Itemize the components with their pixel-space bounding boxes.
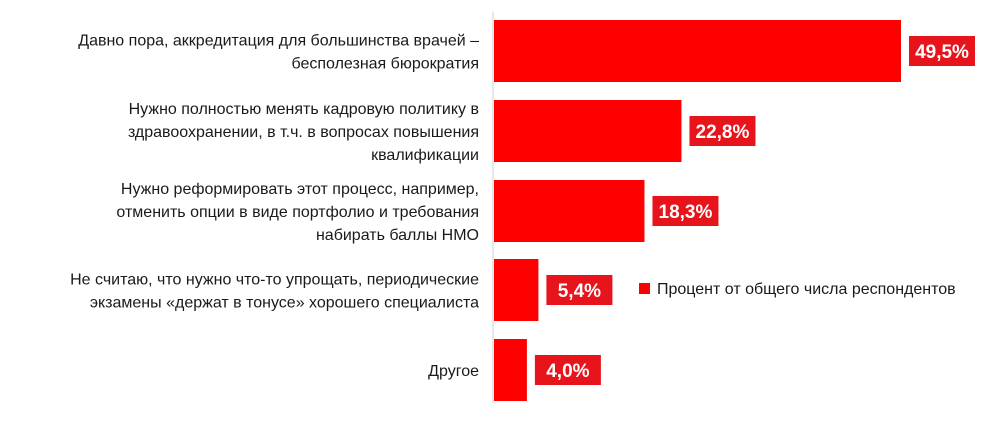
legend-label: Процент от общего числа респондентов — [657, 281, 956, 298]
legend-swatch — [639, 283, 650, 294]
data-label-4: 4,0% — [534, 355, 601, 385]
data-label-text-0: 49,5% — [915, 42, 969, 63]
legend: Процент от общего числа респондентов — [639, 281, 956, 298]
data-label-text-4: 4,0% — [546, 361, 589, 382]
category-label-line: набирать баллы НМО — [316, 227, 479, 244]
category-label-line: Давно пора, аккредитация для большинства… — [78, 33, 479, 50]
data-label-bg-3 — [546, 275, 613, 305]
category-label-line: Нужно реформировать этот процесс, наприм… — [121, 181, 479, 198]
category-label-line: квалификации — [371, 147, 479, 164]
data-label-bg-0 — [909, 36, 975, 66]
data-label-text-2: 18,3% — [659, 202, 713, 223]
data-label-1: 22,8% — [689, 116, 756, 146]
data-label-3: 5,4% — [546, 275, 613, 305]
bar-2 — [494, 180, 645, 242]
category-label-line: экзамены «держат в тонусе» хорошего спец… — [90, 295, 479, 312]
category-label-2: Нужно реформировать этот процесс, наприм… — [116, 181, 479, 244]
bar-1 — [494, 100, 682, 162]
bar-3 — [494, 259, 539, 321]
category-label-line: бесполезная бюрократия — [292, 56, 480, 73]
category-label-3: Не считаю, что нужно что-то упрощать, пе… — [70, 272, 479, 312]
category-label-line: Не считаю, что нужно что-то упрощать, пе… — [70, 272, 479, 289]
bar-0 — [494, 20, 901, 82]
category-label-line: здравоохранении, в т.ч. в вопросах повыш… — [128, 124, 479, 141]
category-label-line: отменить опции в виде портфолио и требов… — [116, 204, 479, 221]
data-label-bg-4 — [534, 355, 601, 385]
bar-4 — [494, 339, 527, 401]
category-label-0: Давно пора, аккредитация для большинства… — [78, 33, 479, 73]
data-label-0: 49,5% — [909, 36, 975, 66]
data-label-2: 18,3% — [652, 196, 719, 226]
data-label-bg-2 — [652, 196, 719, 226]
data-label-text-1: 22,8% — [696, 122, 750, 143]
data-label-bg-1 — [689, 116, 756, 146]
category-labels: Давно пора, аккредитация для большинства… — [70, 33, 479, 381]
category-label-4: Другое — [428, 363, 479, 380]
category-label-line: Другое — [428, 363, 479, 380]
bars-layer — [494, 20, 901, 401]
category-label-line: Нужно полностью менять кадровую политику… — [129, 101, 479, 118]
data-labels: 49,5% 22,8% 18,3% 5,4% 4,0% — [534, 36, 975, 385]
category-label-1: Нужно полностью менять кадровую политику… — [128, 101, 479, 164]
data-label-text-3: 5,4% — [558, 281, 601, 302]
